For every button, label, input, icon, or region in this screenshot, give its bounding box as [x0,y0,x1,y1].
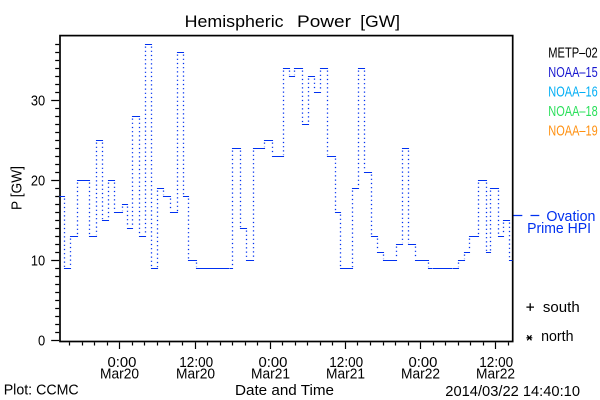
svg-text:10: 10 [31,253,45,269]
svg-text:Mar22: Mar22 [476,366,515,382]
svg-text:0:00: 0:00 [108,355,137,371]
svg-text:north: north [541,329,573,345]
svg-text:Mar20: Mar20 [176,366,215,382]
svg-text:Power: Power [297,12,351,31]
svg-text:0:00: 0:00 [409,355,438,371]
svg-text:NOAA–16: NOAA–16 [548,85,597,101]
svg-text:Plot: CCMC: Plot: CCMC [4,382,79,398]
svg-text:NOAA–19: NOAA–19 [548,124,597,140]
svg-text:Mar21: Mar21 [251,366,290,382]
svg-text:0: 0 [38,333,45,349]
svg-text:[GW]: [GW] [360,12,400,31]
svg-text:METP–02: METP–02 [548,46,597,62]
svg-text:Mar21: Mar21 [326,366,365,382]
svg-text:2014/03/22 14:40:10: 2014/03/22 14:40:10 [445,384,580,400]
svg-text:NOAA–15: NOAA–15 [548,65,597,81]
svg-text:12:00: 12:00 [179,355,213,371]
svg-text:Hemispheric: Hemispheric [185,12,284,31]
svg-text:12:00: 12:00 [329,355,363,371]
svg-text:Mar20: Mar20 [100,366,139,382]
svg-text:south: south [543,300,580,316]
svg-text:20: 20 [31,173,45,189]
svg-text:P [GW]: P [GW] [10,166,26,210]
svg-text:Date and Time: Date and Time [235,383,334,399]
svg-text:12:00: 12:00 [479,355,513,371]
svg-text:Prime HPI: Prime HPI [527,221,591,237]
svg-text:NOAA–18: NOAA–18 [548,104,597,120]
svg-text:0:00: 0:00 [259,355,288,371]
svg-text:30: 30 [31,93,45,109]
svg-text:Ovation: Ovation [546,209,595,225]
svg-text:Mar22: Mar22 [401,366,440,382]
